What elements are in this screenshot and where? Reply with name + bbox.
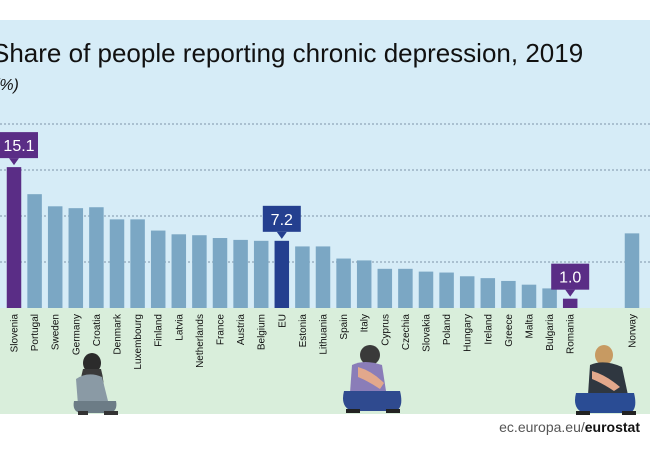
- tick-label-luxembourg: Luxembourg: [133, 314, 144, 370]
- bar-greece: [501, 280, 516, 308]
- bar-eu: [274, 240, 290, 308]
- tick-labels: Slovenia Portugal Sweden Germany Croatia Denm…: [10, 313, 639, 370]
- tick-label-malta: Malta: [525, 314, 536, 339]
- tick-label-bulgaria: Bulgaria: [545, 314, 556, 351]
- sitting-woman-illustration: [73, 353, 118, 415]
- tick-label-italy: Italy: [360, 314, 371, 332]
- bar-bulgaria: [542, 288, 557, 308]
- tick-label-croatia: Croatia: [92, 314, 103, 347]
- bar-ireland: [480, 278, 496, 308]
- data-label-romania: 1.0: [551, 263, 590, 297]
- bar-czechia: [398, 268, 413, 308]
- tick-label-netherlands: Netherlands: [195, 314, 206, 368]
- data-label-eu: 7.2: [262, 205, 301, 239]
- tick-label-ireland: Ireland: [483, 314, 494, 345]
- bar-luxembourg: [130, 219, 145, 308]
- tick-label-cyprus: Cyprus: [380, 314, 391, 346]
- bar-malta: [521, 284, 537, 308]
- tick-label-slovenia: Slovenia: [10, 314, 21, 353]
- tick-label-austria: Austria: [236, 314, 247, 346]
- bars: [6, 167, 640, 308]
- chart-title: Share of people reporting chronic depres…: [0, 38, 583, 68]
- data-label-pointer: [276, 231, 287, 239]
- source-prefix: ec.europa.eu/: [499, 419, 585, 435]
- sitting-man-illustration: [575, 345, 636, 415]
- bar-romania: [562, 298, 578, 308]
- tick-label-romania: Romania: [566, 314, 577, 354]
- bar-croatia: [89, 207, 104, 308]
- sitting-person-illustration: [343, 345, 402, 413]
- bar-denmark: [109, 219, 125, 308]
- tick-label-greece: Greece: [504, 314, 515, 347]
- data-label-text: 7.2: [271, 212, 293, 229]
- tick-label-denmark: Denmark: [113, 313, 124, 355]
- tick-label-estonia: Estonia: [298, 314, 309, 348]
- tick-label-latvia: Latvia: [174, 314, 185, 341]
- ground-background: [0, 308, 650, 414]
- bar-germany: [68, 208, 84, 308]
- tick-label-belgium: Belgium: [257, 314, 268, 350]
- bar-hungary: [459, 276, 475, 308]
- bar-slovenia: [6, 167, 22, 308]
- data-label-text: 15.1: [3, 138, 34, 155]
- data-label-pointer: [9, 158, 19, 166]
- tick-label-sweden: Sweden: [51, 314, 62, 350]
- bar-norway: [624, 233, 640, 308]
- tick-label-finland: Finland: [154, 314, 165, 347]
- source-credit: ec.europa.eu/eurostat: [499, 419, 640, 435]
- bar-finland: [150, 230, 166, 308]
- bar-france: [212, 238, 228, 308]
- tick-label-portugal: Portugal: [30, 314, 41, 351]
- data-labels: 15.1 7.2 1.0: [0, 132, 590, 297]
- tick-label-czechia: Czechia: [401, 314, 412, 351]
- tick-label-france: France: [216, 314, 227, 346]
- bar-portugal: [27, 194, 42, 308]
- bar-slovakia: [418, 271, 434, 308]
- bar-poland: [439, 272, 454, 308]
- data-label-slovenia: 15.1: [0, 132, 38, 166]
- data-label-box: [551, 263, 590, 290]
- chart-subtitle: (%): [0, 77, 19, 94]
- bar-austria: [233, 239, 248, 308]
- data-label-box: [262, 205, 301, 232]
- bar-latvia: [171, 234, 187, 308]
- tick-label-eu: EU: [277, 314, 288, 328]
- data-label-box: [0, 132, 38, 159]
- tick-label-hungary: Hungary: [463, 314, 474, 352]
- bar-netherlands: [192, 235, 207, 308]
- bar-spain: [336, 258, 351, 308]
- tick-label-germany: Germany: [71, 314, 82, 355]
- bar-cyprus: [377, 268, 393, 308]
- source-brand: eurostat: [585, 419, 641, 435]
- tick-label-spain: Spain: [339, 314, 350, 340]
- bar-belgium: [253, 240, 269, 308]
- tick-label-slovakia: Slovakia: [422, 314, 433, 352]
- data-label-text: 1.0: [559, 270, 581, 287]
- bar-estonia: [295, 246, 310, 308]
- tick-label-norway: Norway: [628, 314, 639, 348]
- bar-italy: [356, 260, 372, 308]
- bar-sweden: [47, 206, 63, 308]
- bar-lithuania: [315, 246, 331, 308]
- tick-label-poland: Poland: [442, 314, 453, 345]
- tick-label-lithuania: Lithuania: [319, 314, 330, 355]
- data-label-pointer: [565, 289, 576, 297]
